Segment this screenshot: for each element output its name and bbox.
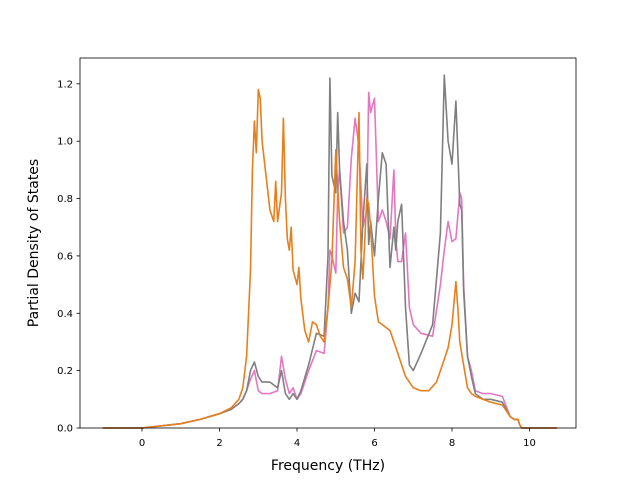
series-line-3 (102, 88, 558, 429)
x-tick-label: 0 (139, 438, 145, 449)
y-tick-label: 1.2 (57, 79, 73, 90)
x-tick-label: 2 (216, 438, 222, 449)
y-tick-label: 0.4 (57, 309, 73, 320)
x-tick-label: 8 (449, 438, 455, 449)
plot-frame (79, 57, 577, 429)
y-tick-label: 0.2 (57, 366, 73, 377)
series-line-2 (102, 74, 558, 429)
x-axis-label: Frequency (THz) (271, 458, 385, 474)
x-tick-label: 4 (294, 438, 300, 449)
y-tick-label: 0.6 (57, 251, 73, 262)
axis-layer: 0 2 4 6 8 10 0.0 0.2 0.4 0.6 0.8 1.0 1.2 (57, 79, 536, 449)
series-layer (102, 74, 558, 429)
y-tick-label: 0.8 (57, 194, 73, 205)
y-tick-label: 0.0 (57, 424, 73, 435)
x-tick-label: 6 (371, 438, 377, 449)
y-axis-label: Partial Density of States (26, 159, 42, 327)
x-tick-label: 10 (523, 438, 536, 449)
y-tick-label: 1.0 (57, 137, 73, 148)
